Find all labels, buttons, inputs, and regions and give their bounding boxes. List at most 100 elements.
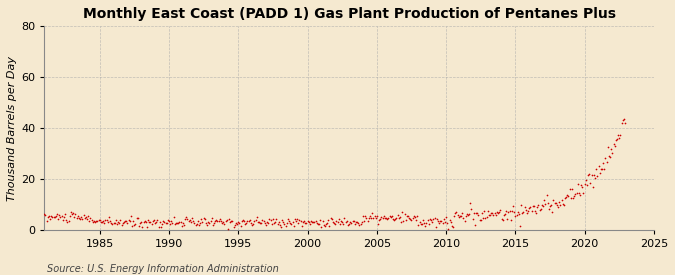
Y-axis label: Thousand Barrels per Day: Thousand Barrels per Day	[7, 56, 17, 200]
Point	[45, 216, 55, 221]
Point	[65, 209, 76, 214]
Point	[256, 221, 267, 225]
Point	[355, 222, 366, 226]
Point	[171, 221, 182, 225]
Point	[585, 181, 596, 185]
Point	[506, 208, 517, 213]
Point	[396, 220, 406, 224]
Point	[399, 212, 410, 216]
Point	[246, 221, 256, 225]
Point	[582, 183, 593, 187]
Point	[240, 222, 250, 226]
Point	[541, 193, 552, 197]
Point	[217, 221, 227, 225]
Point	[223, 217, 234, 222]
Point	[346, 221, 357, 226]
Point	[350, 219, 361, 224]
Point	[317, 219, 328, 223]
Point	[186, 219, 196, 224]
Point	[414, 219, 425, 224]
Point	[131, 215, 142, 220]
Point	[520, 207, 531, 212]
Point	[103, 220, 113, 224]
Point	[47, 214, 58, 219]
Point	[547, 209, 558, 214]
Point	[241, 221, 252, 225]
Point	[71, 216, 82, 220]
Point	[62, 219, 73, 224]
Point	[394, 216, 404, 220]
Point	[412, 213, 423, 218]
Point	[526, 208, 537, 213]
Point	[319, 223, 329, 228]
Point	[618, 118, 628, 122]
Point	[111, 222, 122, 226]
Point	[249, 219, 260, 223]
Point	[146, 222, 157, 226]
Point	[571, 190, 582, 195]
Point	[583, 173, 593, 177]
Point	[615, 133, 626, 137]
Point	[123, 218, 134, 222]
Point	[587, 185, 598, 189]
Point	[353, 220, 364, 225]
Point	[135, 221, 146, 225]
Point	[330, 222, 341, 227]
Point	[182, 217, 193, 221]
Point	[100, 218, 111, 223]
Point	[109, 221, 120, 226]
Point	[362, 219, 373, 224]
Point	[130, 222, 141, 226]
Point	[67, 212, 78, 217]
Point	[535, 207, 546, 212]
Point	[425, 217, 435, 222]
Point	[155, 224, 166, 229]
Point	[270, 220, 281, 224]
Point	[620, 121, 630, 125]
Point	[136, 220, 146, 224]
Point	[322, 221, 333, 225]
Point	[83, 214, 94, 218]
Point	[449, 214, 460, 219]
Point	[167, 221, 178, 226]
Point	[616, 120, 627, 125]
Point	[497, 218, 508, 222]
Point	[530, 209, 541, 213]
Point	[119, 220, 130, 225]
Point	[132, 216, 143, 220]
Point	[257, 218, 268, 222]
Point	[69, 214, 80, 219]
Point	[442, 221, 453, 225]
Point	[64, 214, 75, 219]
Point	[487, 211, 497, 215]
Point	[80, 215, 91, 220]
Point	[269, 221, 279, 226]
Point	[510, 214, 521, 219]
Point	[333, 217, 344, 221]
Point	[574, 192, 585, 197]
Point	[77, 217, 88, 221]
Point	[524, 205, 535, 210]
Point	[438, 216, 449, 221]
Point	[251, 215, 262, 219]
Point	[262, 220, 273, 225]
Point	[614, 136, 624, 140]
Point	[53, 217, 63, 221]
Point	[501, 209, 512, 213]
Point	[134, 224, 144, 229]
Point	[106, 221, 117, 226]
Point	[415, 222, 426, 226]
Point	[466, 207, 477, 211]
Point	[338, 222, 349, 226]
Title: Monthly East Coast (PADD 1) Gas Plant Production of Pentanes Plus: Monthly East Coast (PADD 1) Gas Plant Pr…	[82, 7, 616, 21]
Point	[151, 220, 162, 224]
Point	[101, 218, 112, 222]
Point	[294, 218, 305, 222]
Point	[599, 166, 610, 171]
Point	[480, 216, 491, 220]
Point	[252, 220, 263, 224]
Point	[522, 211, 533, 215]
Point	[55, 214, 66, 219]
Point	[618, 117, 629, 121]
Point	[97, 219, 107, 224]
